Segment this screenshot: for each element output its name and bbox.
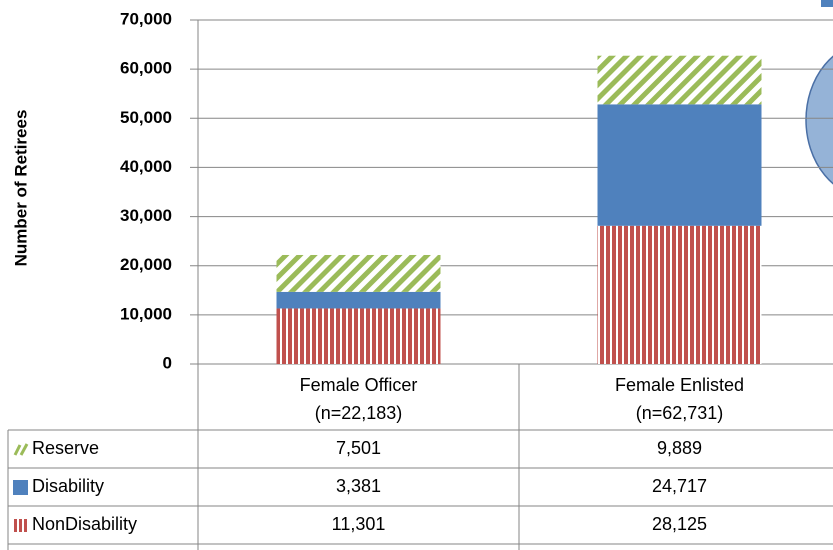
data-table: Female Officer (n=22,183) Female Enlisted (… (7, 364, 833, 550)
category-label: Female Enlisted (615, 375, 744, 395)
bar-segment-reserve (276, 254, 441, 292)
bar-segment-nondisability (276, 308, 441, 364)
bar-segment-nondisability (597, 225, 762, 364)
y-tick-label: 70,000 (120, 9, 172, 28)
legend-swatch-stripe (24, 519, 27, 532)
table-value: 3,381 (336, 476, 381, 496)
table-value: 24,717 (652, 476, 707, 496)
y-tick-label: 60,000 (120, 59, 172, 78)
legend-swatch-stripe (14, 519, 17, 532)
legend-swatch-disability (13, 480, 28, 495)
table-value: 28,125 (652, 514, 707, 534)
y-tick-label: 30,000 (120, 206, 172, 225)
y-tick-label: 40,000 (120, 157, 172, 176)
category-count-label: (n=22,183) (315, 403, 403, 423)
y-axis-title: Number of Retirees (11, 110, 30, 267)
table-value: 11,301 (332, 514, 386, 534)
legend-swatch-nondisability (14, 519, 27, 532)
table-row-label: Reserve (32, 438, 99, 458)
bar-segment-reserve (597, 55, 762, 105)
table-value: 7,501 (336, 438, 381, 458)
callout-circle (805, 55, 833, 185)
y-tick-label: 0 (163, 353, 172, 372)
table-row-label: Disability (32, 476, 104, 496)
y-tick-label: 20,000 (120, 255, 172, 274)
legend-swatch-reserve (19, 443, 29, 456)
category-count-label: (n=62,731) (636, 403, 724, 423)
legend-swatch-stripe (19, 519, 22, 532)
bar-segment-disability (597, 104, 762, 226)
bars (276, 55, 762, 364)
bar-segment-disability (276, 291, 441, 309)
category-label: Female Officer (300, 375, 418, 395)
legend-swatch-partial (821, 0, 833, 7)
y-axis-ticks: 0 10,000 20,000 30,000 40,000 50,000 60,000 70,… (120, 9, 172, 372)
table-value: 9,889 (657, 438, 702, 458)
table-row-label: NonDisability (32, 514, 137, 534)
y-tick-label: 50,000 (120, 108, 172, 127)
y-tick-label: 10,000 (120, 304, 172, 323)
legend-swatch-reserve (13, 444, 22, 456)
